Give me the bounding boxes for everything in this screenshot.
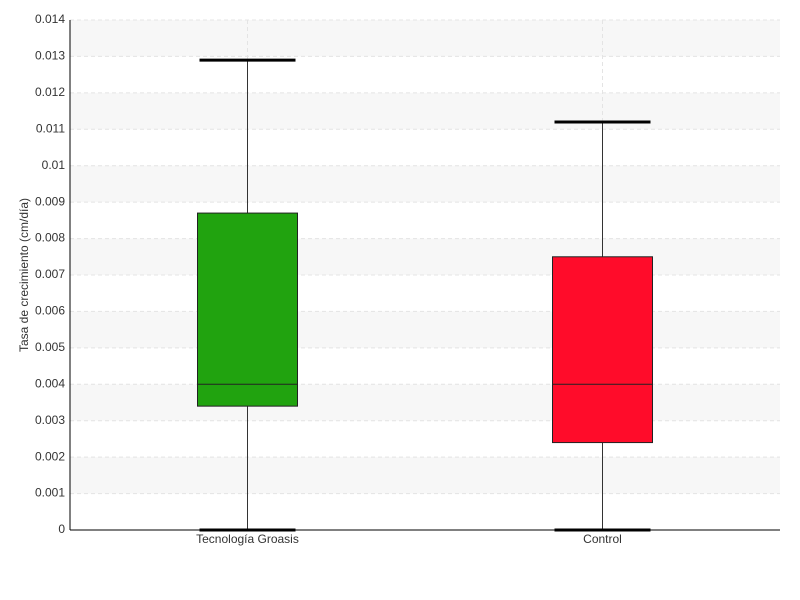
y-tick-label: 0.012 <box>35 85 65 99</box>
y-tick-label: 0.014 <box>35 12 65 26</box>
y-tick-label: 0.003 <box>35 413 65 427</box>
y-axis-label: Tasa de crecimiento (cm/día) <box>17 198 31 352</box>
grid-band <box>70 311 780 348</box>
y-tick-label: 0.001 <box>35 486 65 500</box>
y-tick-label: 0.005 <box>35 340 65 354</box>
grid-band <box>70 384 780 421</box>
y-tick-label: 0.008 <box>35 231 65 245</box>
grid-band <box>70 238 780 275</box>
box <box>197 212 298 407</box>
y-tick-label: 0.002 <box>35 449 65 463</box>
y-tick-label: 0 <box>58 522 65 536</box>
grid-band <box>70 165 780 203</box>
grid-band <box>70 457 780 494</box>
y-tick-label: 0.013 <box>35 49 65 63</box>
y-tick-label: 0.004 <box>35 376 65 390</box>
y-tick-label: 0.011 <box>36 121 65 135</box>
y-tick-label: 0.006 <box>35 304 65 318</box>
x-tick-label: Control <box>583 532 622 546</box>
box <box>552 256 653 444</box>
grid-band <box>70 92 780 130</box>
y-tick-label: 0.007 <box>35 267 65 281</box>
y-tick-label: 0.01 <box>42 158 66 172</box>
y-tick-label: 0.009 <box>35 194 65 208</box>
x-tick-label: Tecnología Groasis <box>196 532 299 546</box>
grid-band <box>70 20 780 57</box>
